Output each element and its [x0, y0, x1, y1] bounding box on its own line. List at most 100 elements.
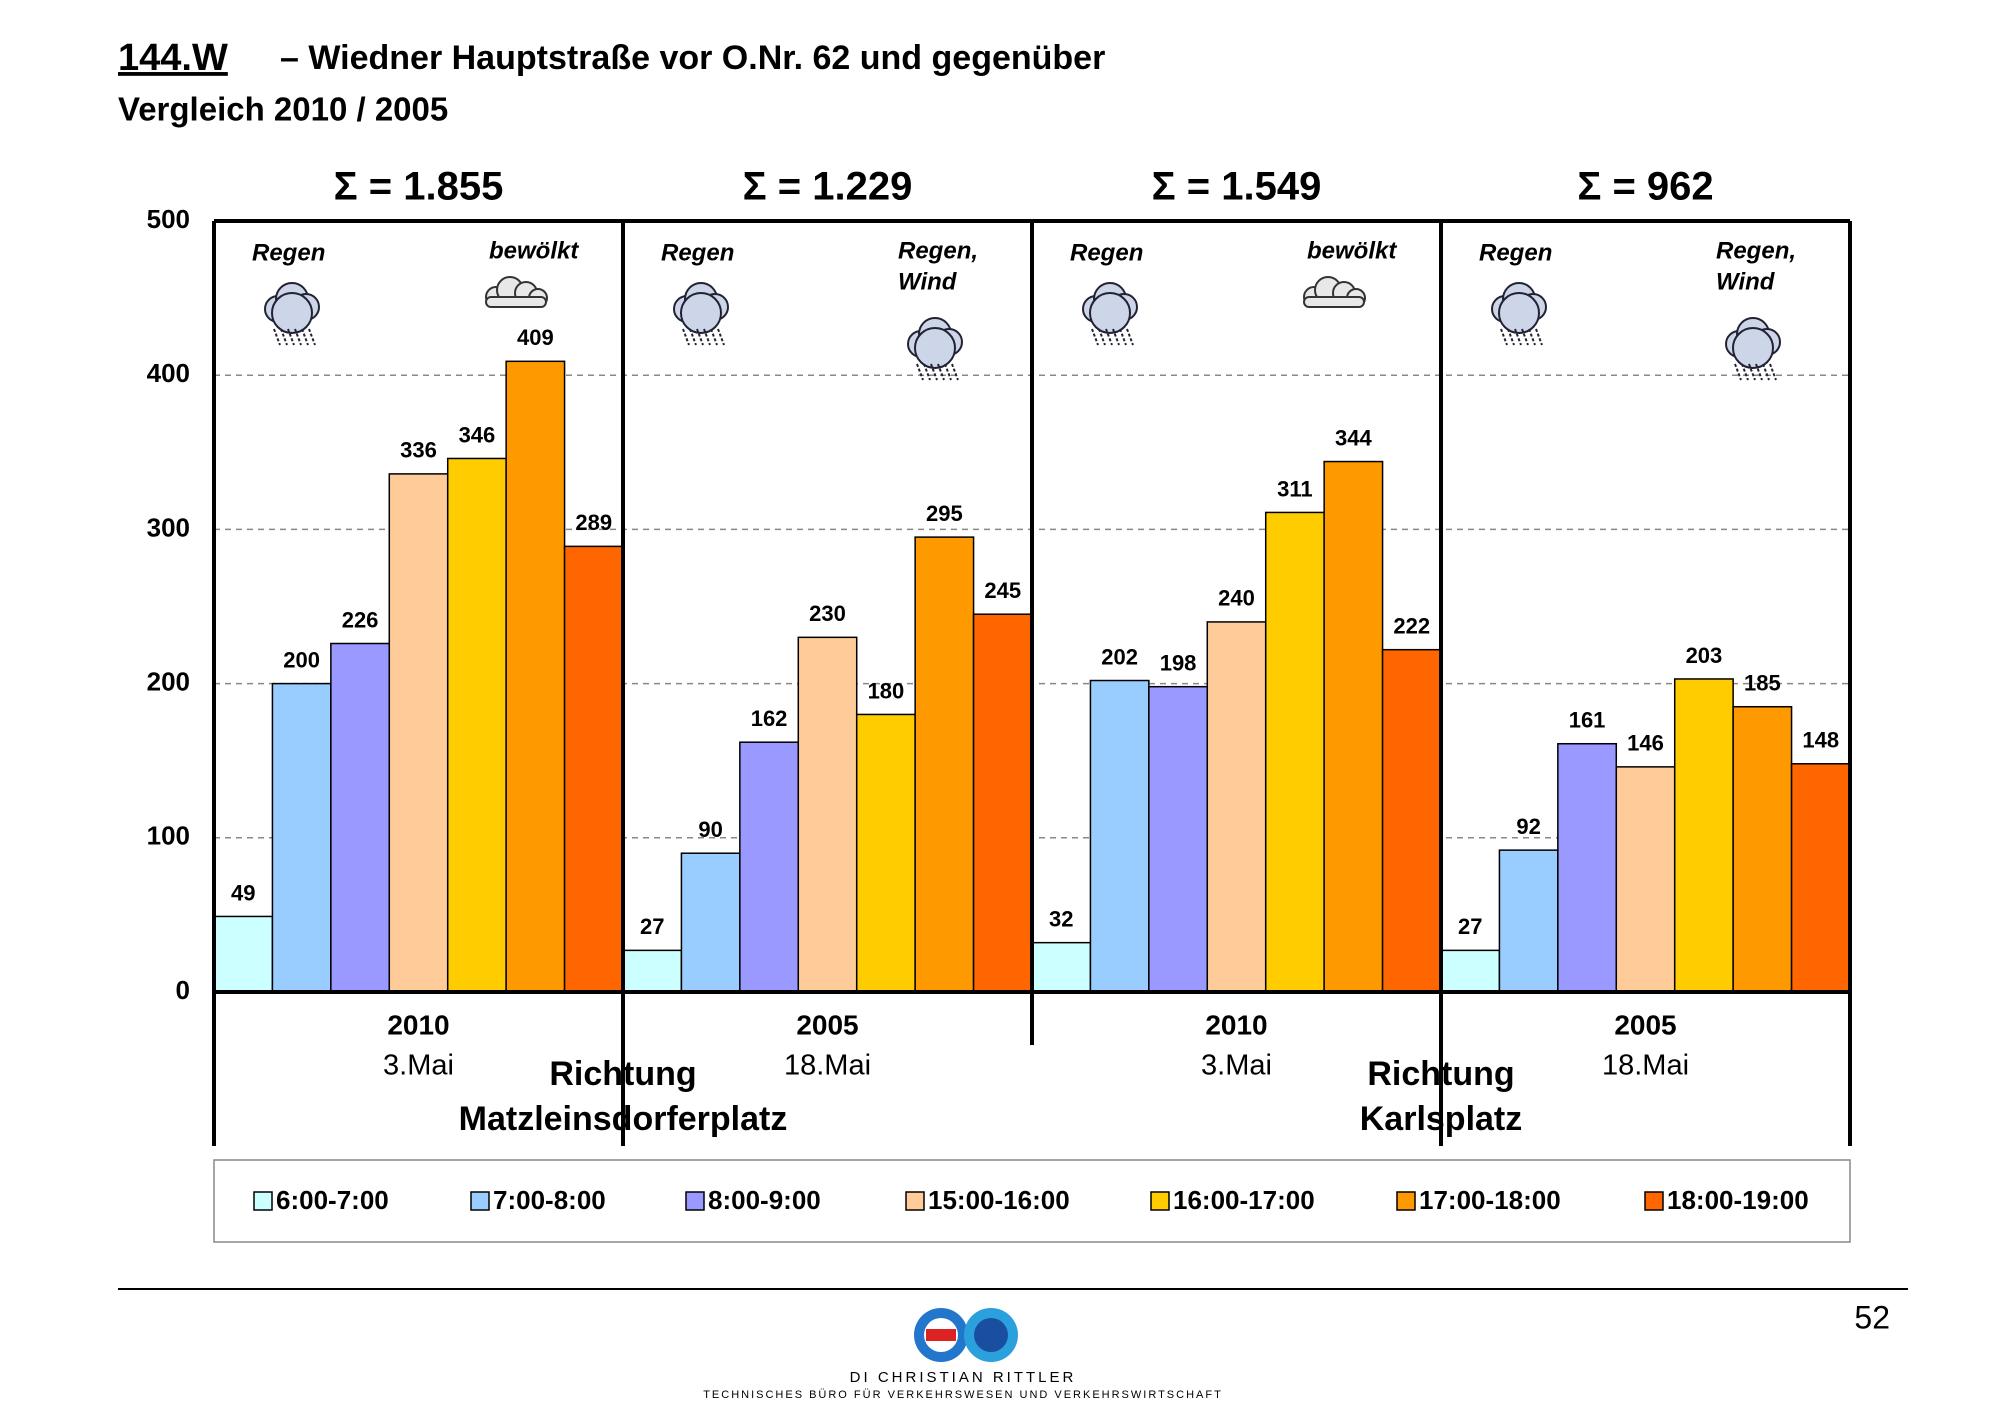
legend-swatch — [1644, 1191, 1664, 1211]
bar — [388, 473, 449, 993]
bar — [972, 613, 1033, 993]
value-label: 180 — [868, 678, 905, 703]
y-tick-label: 100 — [147, 821, 190, 851]
weather-icon — [485, 276, 548, 308]
weather-icon — [1725, 317, 1781, 381]
date-label: 3.Mai — [1201, 1050, 1272, 1082]
rain — [944, 363, 952, 381]
footer-tagline: Technisches Büro für Verkehrswesen und V… — [703, 1389, 1223, 1401]
value-label: 27 — [640, 914, 664, 939]
rain — [930, 363, 938, 381]
rain — [287, 328, 295, 346]
bar — [797, 636, 858, 993]
bar — [739, 741, 800, 993]
rain — [1112, 328, 1120, 346]
value-label: 346 — [459, 422, 496, 447]
direction-label: Richtung — [549, 1055, 696, 1093]
bar — [1498, 849, 1559, 993]
rain — [1762, 363, 1770, 381]
value-label: 240 — [1218, 586, 1255, 611]
weather-label: Wind — [1716, 268, 1776, 295]
rain — [308, 328, 316, 346]
title-code: 144.W — [118, 37, 228, 79]
rain — [689, 328, 697, 346]
bar — [1323, 460, 1384, 993]
legend-label: 15:00-16:00 — [928, 1185, 1070, 1215]
group-total: Σ = 1.549 — [1152, 165, 1322, 209]
bar — [1673, 678, 1734, 993]
weather-label: bewölkt — [489, 237, 579, 264]
value-label: 202 — [1101, 644, 1138, 669]
y-tick-label: 500 — [147, 204, 190, 234]
cloud-part — [1089, 292, 1131, 334]
page-number: 52 — [1854, 1299, 1890, 1335]
weather-icon — [907, 317, 963, 381]
logo — [914, 1308, 1018, 1362]
value-label: 344 — [1335, 425, 1372, 450]
value-label: 49 — [231, 880, 255, 905]
cloud-part — [271, 292, 313, 334]
value-label: 32 — [1049, 906, 1073, 931]
legend-swatch — [1150, 1191, 1170, 1211]
y-tick-label: 200 — [147, 666, 190, 696]
rain — [1507, 328, 1515, 346]
value-label: 409 — [517, 325, 554, 350]
rain — [273, 328, 281, 346]
weather-icon — [1491, 282, 1547, 346]
bar — [330, 642, 391, 993]
value-label: 162 — [751, 706, 788, 731]
legend-swatch — [905, 1191, 925, 1211]
cloud-base — [1303, 296, 1365, 308]
weather-label: Regen, — [898, 237, 978, 264]
rain — [1126, 328, 1134, 346]
cloud-part — [1498, 292, 1540, 334]
y-tick-label: 300 — [147, 512, 190, 542]
value-label: 289 — [575, 510, 612, 535]
rain — [1500, 328, 1508, 346]
date-label: 18.Mai — [784, 1050, 871, 1082]
weather-label: Regen — [1070, 239, 1143, 266]
direction-label: Richtung — [1367, 1055, 1514, 1093]
value-label: 146 — [1627, 731, 1664, 756]
value-label: 222 — [1393, 613, 1430, 638]
bar — [446, 457, 507, 993]
group-total: Σ = 962 — [1577, 165, 1713, 209]
bar — [680, 852, 741, 993]
footer-name: DI Christian Rittler — [850, 1369, 1077, 1386]
bar — [1790, 763, 1851, 993]
bar — [1557, 742, 1618, 993]
rain — [951, 363, 959, 381]
value-label: 90 — [698, 817, 722, 842]
rain — [301, 328, 309, 346]
legend-swatch — [253, 1191, 273, 1211]
rain — [1105, 328, 1113, 346]
rain — [1734, 363, 1742, 381]
bar — [1148, 685, 1209, 993]
weather-icon — [673, 282, 729, 346]
rain — [280, 328, 288, 346]
x-tick-label: 2010 — [1205, 1009, 1267, 1040]
value-label: 295 — [926, 501, 963, 526]
chart-title: – Wiedner Hauptstraße vor O.Nr. 62 und g… — [280, 39, 1105, 77]
rain — [923, 363, 931, 381]
weather-label: bewölkt — [1307, 237, 1397, 264]
rain — [1755, 363, 1763, 381]
bar — [914, 536, 975, 993]
rain — [1741, 363, 1749, 381]
bar — [563, 545, 624, 993]
direction-label: Matzleinsdorferplatz — [459, 1100, 788, 1138]
value-label: 148 — [1802, 728, 1839, 753]
rain — [294, 328, 302, 346]
bar — [622, 949, 683, 993]
value-label: 200 — [283, 647, 320, 672]
value-label: 185 — [1744, 671, 1781, 696]
rain — [717, 328, 725, 346]
rain — [682, 328, 690, 346]
bar — [1440, 949, 1501, 993]
value-label: 245 — [984, 578, 1021, 603]
legend-label: 7:00-8:00 — [493, 1185, 606, 1215]
bar — [1381, 648, 1442, 993]
bar — [505, 360, 566, 993]
